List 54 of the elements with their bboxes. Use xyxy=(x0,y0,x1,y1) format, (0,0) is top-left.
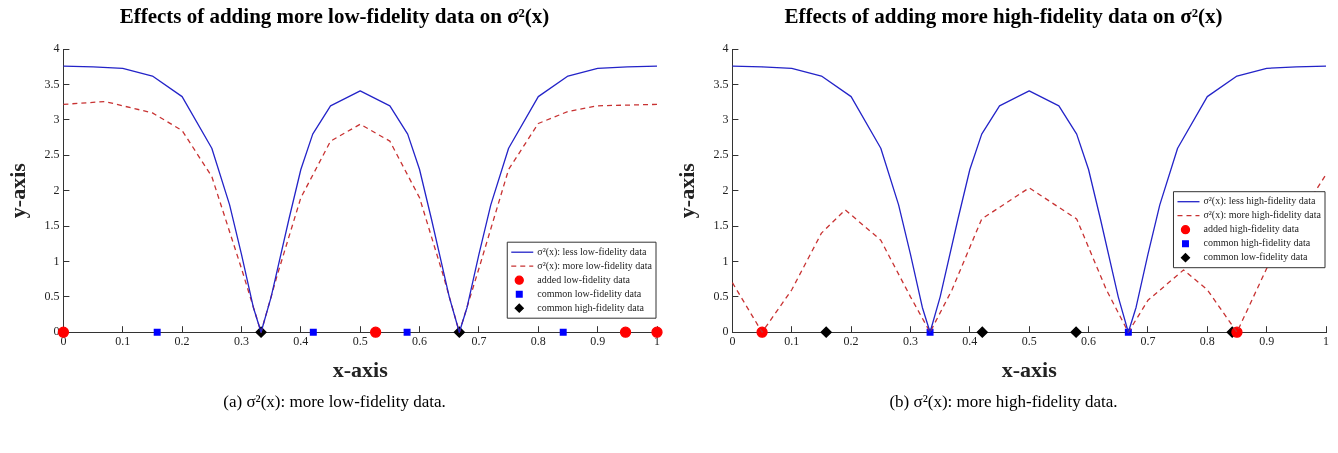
x-tick-label: 0.9 xyxy=(590,333,606,348)
chart-title: Effects of adding more high-fidelity data on σ²(x) xyxy=(783,3,1224,30)
y-tick-label: 1.5 xyxy=(713,218,729,233)
legend-label: added low-fidelity data xyxy=(537,273,631,285)
legend-label: common low-fidelity data xyxy=(537,287,642,299)
y-tick-label: 3 xyxy=(53,112,60,127)
x-tick-label: 0.4 xyxy=(293,333,309,348)
y-tick-label: 1 xyxy=(53,253,60,268)
legend-label: σ²(x): more high-fidelity data xyxy=(1203,209,1322,222)
x-tick-label: 0.1 xyxy=(784,333,800,348)
legend-label: common low-fidelity data xyxy=(1203,251,1308,263)
legend-label: σ²(x): less high-fidelity data xyxy=(1203,195,1317,208)
legend-label: σ²(x): less low-fidelity data xyxy=(537,245,648,258)
y-tick-label: 4 xyxy=(722,41,729,56)
x-axis-title: x-axis xyxy=(332,357,389,383)
y-tick-label: 2.5 xyxy=(713,147,729,162)
x-tick-label: 0.8 xyxy=(1199,333,1215,348)
legend-label: common high-fidelity data xyxy=(1203,237,1311,249)
y-tick-label: 2 xyxy=(53,182,60,197)
y-tick-label: 3 xyxy=(722,112,729,127)
text: (a) σ²(x): more low-fidelity data. xyxy=(222,391,447,413)
x-tick-label: 0.7 xyxy=(471,333,487,348)
x-tick-label: 0.5 xyxy=(352,333,368,348)
text: (b) σ²(x): more high-fidelity data. xyxy=(888,391,1119,413)
x-tick-label: 0.4 xyxy=(962,333,978,348)
y-tick-label: 1 xyxy=(722,253,729,268)
x-axis-title: x-axis xyxy=(1001,357,1058,383)
legend-label: σ²(x): more low-fidelity data xyxy=(537,259,653,272)
x-tick-label: 0.2 xyxy=(174,333,190,348)
y-tick-label: 3.5 xyxy=(44,76,60,91)
x-tick-label: 0.6 xyxy=(412,333,428,348)
x-tick-label: 1 xyxy=(654,333,660,348)
y-tick-label: 0.5 xyxy=(44,288,60,303)
x-tick-label: 0.8 xyxy=(530,333,546,348)
y-tick-label: 2 xyxy=(722,182,729,197)
x-tick-label: 0.6 xyxy=(1081,333,1097,348)
x-tick-label: 0.2 xyxy=(843,333,859,348)
legend-label: common high-fidelity data xyxy=(537,301,645,313)
y-tick-label: 4 xyxy=(53,41,60,56)
x-tick-label: 0.3 xyxy=(233,333,249,348)
legend-label: added high-fidelity data xyxy=(1203,223,1300,235)
chart-title: Effects of adding more low-fidelity data on σ²(x) xyxy=(118,3,551,30)
x-tick-label: 0.3 xyxy=(902,333,918,348)
y-axis-title: y-axis xyxy=(673,162,699,219)
x-tick-label: 0.5 xyxy=(1021,333,1037,348)
x-tick-label: 0.9 xyxy=(1259,333,1275,348)
y-tick-label: 2.5 xyxy=(44,147,60,162)
y-tick-label: 3.5 xyxy=(713,76,729,91)
y-tick-label: 0.5 xyxy=(713,288,729,303)
x-tick-label: 1 xyxy=(1323,333,1329,348)
x-tick-label: 0.1 xyxy=(115,333,131,348)
y-axis-title: y-axis xyxy=(4,162,30,219)
x-tick-label: 0.7 xyxy=(1140,333,1156,348)
y-tick-label: 1.5 xyxy=(44,218,60,233)
